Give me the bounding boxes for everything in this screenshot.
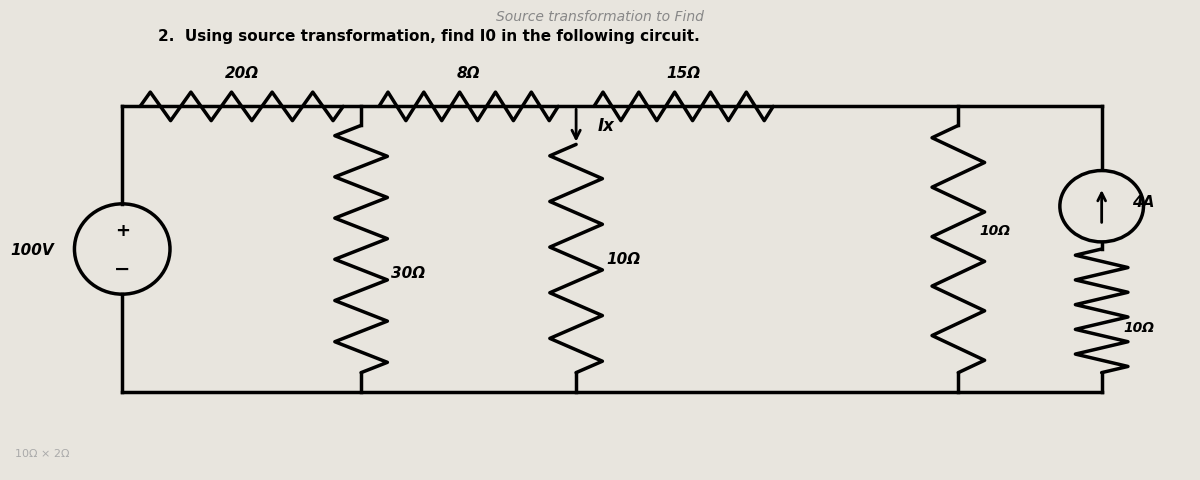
Text: +: + (115, 222, 130, 240)
Text: 8Ω: 8Ω (457, 66, 480, 81)
Text: 15Ω: 15Ω (666, 66, 701, 81)
Text: Source transformation to Find: Source transformation to Find (496, 10, 704, 24)
Text: Ix: Ix (598, 117, 614, 135)
Text: 10Ω: 10Ω (1123, 321, 1154, 335)
Text: −: − (114, 259, 131, 278)
Text: 10Ω × 2Ω: 10Ω × 2Ω (14, 448, 70, 458)
Text: 20Ω: 20Ω (224, 66, 259, 81)
Text: 4A: 4A (1132, 194, 1154, 210)
Text: 100V: 100V (11, 242, 54, 257)
Text: 10Ω: 10Ω (606, 252, 641, 266)
Text: 10Ω: 10Ω (980, 224, 1010, 238)
Text: 30Ω: 30Ω (391, 266, 425, 281)
Text: 2.  Using source transformation, find I0 in the following circuit.: 2. Using source transformation, find I0 … (158, 29, 700, 44)
